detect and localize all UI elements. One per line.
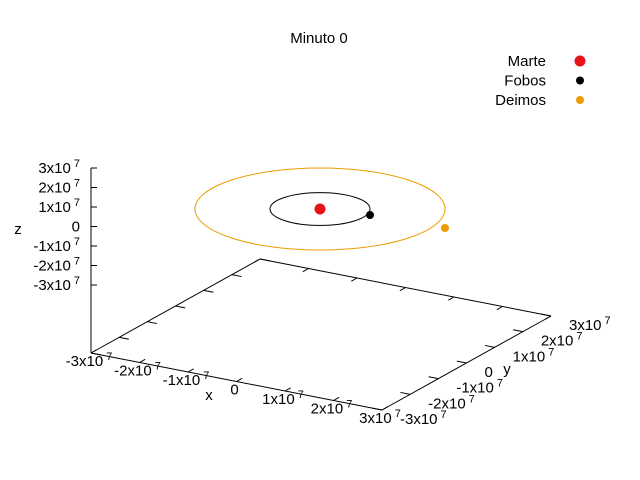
z-tick-label: -3x10 7 [33, 275, 80, 294]
x-tick-back [496, 306, 503, 311]
y-tick [484, 344, 495, 348]
x-tick-back [448, 296, 455, 301]
x-tick [139, 358, 146, 363]
z-tick-label: -2x10 7 [33, 256, 80, 275]
point-deimos [441, 224, 449, 232]
x-tick [90, 349, 97, 354]
x-tick [284, 387, 291, 392]
y-tick [400, 391, 411, 395]
orbit-path [269, 192, 371, 226]
y-tick-back [203, 289, 214, 293]
point-marte [314, 203, 326, 215]
legend-label: Deimos [495, 92, 546, 109]
y-tick-label: 2x10 7 [541, 331, 583, 350]
y-tick [513, 329, 523, 333]
y-tick-back [119, 336, 129, 340]
y-tick [428, 376, 439, 380]
x-tick-label: 1x10 7 [262, 389, 304, 408]
y-tick-label: 3x10 7 [569, 315, 611, 334]
y-tick-back [90, 352, 101, 356]
x-tick-label: 2x10 7 [311, 399, 353, 418]
x-tick-back [254, 258, 261, 263]
z-tick-label: 3x10 7 [38, 158, 80, 177]
y-tick-label: 1x10 7 [513, 346, 555, 365]
x-tick [236, 377, 243, 382]
x-tick-back [351, 277, 358, 282]
legend-marker [574, 55, 586, 67]
z-tick-label: 2x10 7 [38, 178, 80, 197]
z-tick-label: 0 [72, 219, 80, 236]
legend-label: Fobos [504, 73, 546, 90]
x-tick-back [399, 287, 406, 292]
x-tick-label: -1x10 7 [163, 370, 210, 389]
x-tick-back [545, 315, 552, 320]
chart-title: Minuto 0 [290, 30, 348, 47]
x-tick [187, 368, 194, 373]
legend-marker [576, 76, 584, 85]
y-axis-label: y [503, 361, 511, 378]
z-axis-label: z [14, 221, 22, 238]
x-tick-label: 0 [230, 382, 238, 399]
z-tick-label: -1x10 7 [33, 236, 80, 255]
y-tick [541, 313, 552, 317]
y-tick-back [231, 274, 242, 278]
x-tick-label: -2x10 7 [114, 361, 161, 380]
y-tick-back [147, 321, 158, 325]
y-tick-label: -2x10 7 [428, 393, 475, 412]
x-tick-back [302, 268, 309, 273]
legend-marker [576, 96, 584, 104]
y-tick [456, 360, 467, 364]
z-tick-label: 1x10 7 [38, 197, 80, 216]
x-tick-label: 3x10 7 [359, 408, 401, 427]
x-tick [333, 396, 340, 401]
x-tick-label: -3x10 7 [66, 351, 113, 370]
y-tick-back [175, 305, 186, 309]
x-tick [381, 406, 388, 411]
y-tick-label: -1x10 7 [456, 378, 503, 397]
y-tick [372, 407, 383, 411]
y-tick-back [259, 258, 270, 262]
y-tick-label: -3x10 7 [400, 409, 447, 428]
orbit-path [194, 167, 446, 251]
y-tick-label: 0 [485, 364, 493, 381]
x-axis-label: x [205, 387, 213, 404]
point-fobos [366, 211, 374, 219]
legend-label: Marte [508, 53, 546, 70]
